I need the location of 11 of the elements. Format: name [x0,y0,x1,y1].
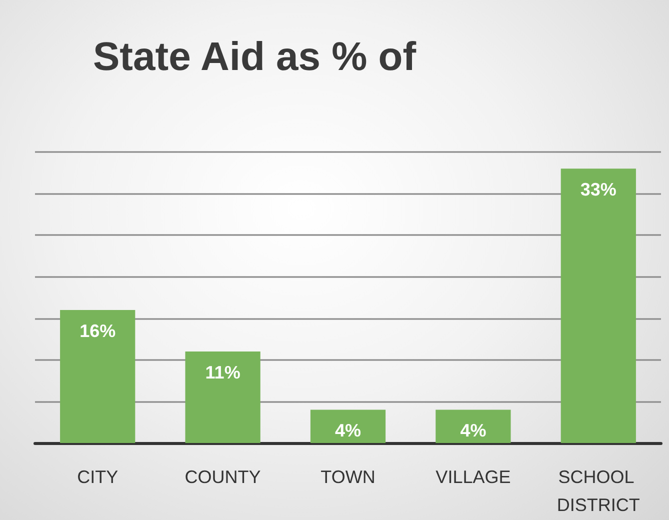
x-tick-label: SCHOOL DISTRICT [556,467,640,515]
x-tick-label: TOWN [320,467,376,487]
data-label: 4% [334,420,362,441]
data-label: 4% [460,420,486,441]
chart-title: State Aid as % of [93,35,417,79]
x-tick-label: VILLAGE [436,467,511,487]
x-tick-label: CITY [77,467,118,487]
data-label: 33% [580,180,616,200]
x-tick-label: COUNTY [184,467,261,487]
data-label: 16% [80,320,116,341]
data-label: 11% [205,362,240,383]
